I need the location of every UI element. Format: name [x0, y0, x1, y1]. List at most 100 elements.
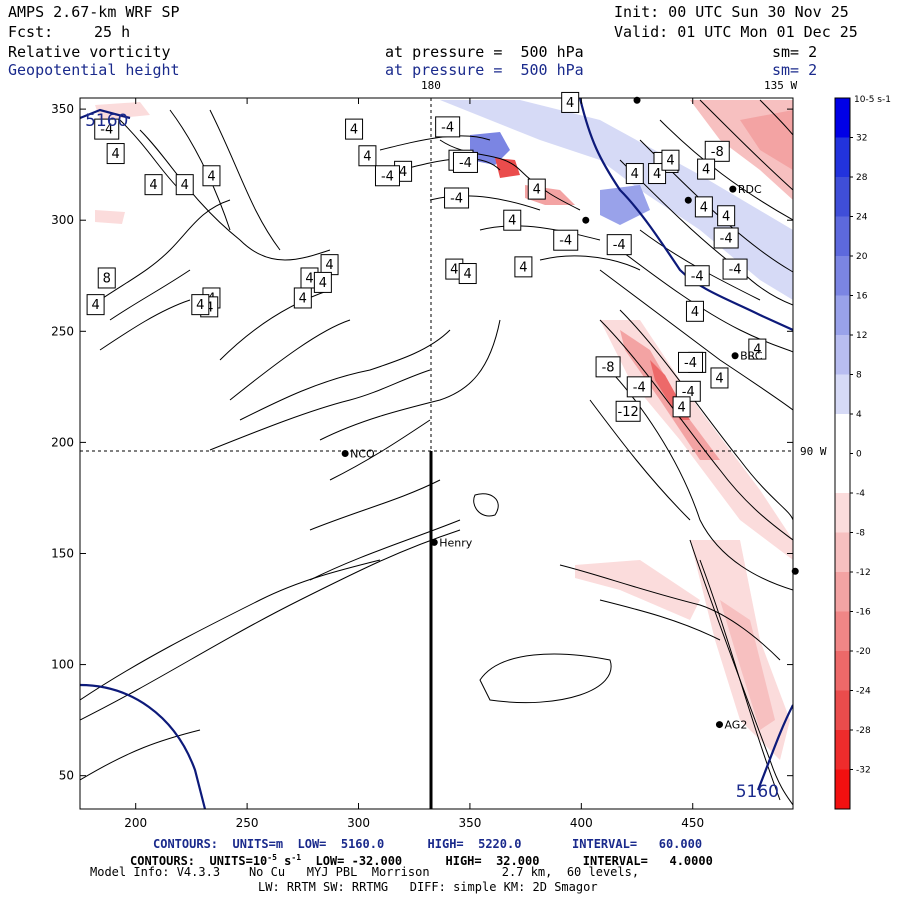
y-tick-label: 200	[51, 435, 74, 449]
colorbar-tick-label: -28	[856, 726, 871, 736]
colorbar-swatch	[835, 651, 850, 691]
contour-label-box	[561, 91, 580, 113]
station-name: RDC	[738, 183, 762, 196]
contour-label-box	[191, 294, 210, 316]
colorbar-swatch	[835, 374, 850, 415]
contour-label-text: -12	[618, 405, 639, 420]
field2-smoothing: sm= 2	[772, 61, 818, 79]
contour-label: 4	[694, 196, 713, 218]
contour-label: -4	[678, 351, 704, 373]
colorbar-tick-label: -8	[856, 529, 865, 539]
contour-label: 4	[661, 149, 680, 171]
contour-label-text: 4	[399, 165, 407, 180]
colorbar-swatch	[835, 177, 850, 217]
colorbar-swatch	[835, 256, 850, 296]
colorbar-tick-label: -16	[856, 608, 871, 618]
contour-label-box	[694, 196, 713, 218]
height-label: 5160	[85, 111, 128, 131]
contour-label: 4	[625, 163, 644, 185]
contour-label: 4	[86, 294, 105, 316]
negative-vorticity-ne-core	[740, 110, 793, 170]
contour-label-text: -4	[450, 191, 463, 206]
colorbar-tick-label: 32	[856, 134, 867, 144]
contour-label: 4	[672, 396, 691, 418]
station-name: Henry	[439, 536, 473, 549]
station-name: NCO	[350, 448, 375, 461]
x-tick-label: 400	[570, 816, 593, 830]
contour-label-box	[685, 300, 704, 322]
contour-label-box	[595, 356, 621, 378]
negative-vorticity-strip	[575, 560, 700, 620]
colorbar-tick-label: 0	[856, 450, 862, 460]
colorbar-tick-label: 28	[856, 173, 868, 183]
contour-label-text: -8	[602, 360, 615, 375]
contour-label-text: 4	[305, 271, 313, 286]
footer-contours-vorticity-b: s	[276, 854, 292, 868]
contour-label-text: -8	[711, 145, 724, 160]
y-tick-label: 150	[51, 546, 74, 560]
contour-label-text: 4	[319, 276, 327, 291]
positive-vorticity-core	[470, 132, 510, 165]
contour-label: 4	[697, 158, 716, 180]
contour-label-text: 4	[715, 371, 723, 386]
colorbar-swatch	[835, 216, 850, 257]
footer-exp-2: -1	[291, 853, 302, 862]
footer-contours-vorticity: CONTOURS: UNITS=10-5 s-1 LOW= -32.000 HI…	[130, 851, 713, 868]
y-tick-label: 350	[51, 102, 74, 116]
colorbar: 32 28 24 20 16 12 8 4 0 -4 -8 -12 -16 -20 -24 -28 -32 10-…	[834, 95, 891, 810]
init-time: Init: 00 UTC Sun 30 Nov 25	[614, 3, 849, 21]
station-marker	[633, 96, 641, 104]
colorbar-swatch	[835, 572, 850, 612]
colorbar-swatch	[835, 98, 850, 138]
contour-label-box	[748, 338, 767, 360]
contour-label-box	[358, 145, 377, 167]
contour-label-box	[345, 118, 364, 140]
y-tick-label: 300	[51, 213, 74, 227]
height-contour-5160-se	[756, 704, 793, 791]
contour-label-box	[615, 400, 641, 422]
field1-level: at pressure = 500 hPa	[385, 43, 584, 61]
colorbar-tick-label: -32	[856, 766, 871, 776]
contour-label: -8	[595, 356, 621, 378]
contour-label: -4	[606, 234, 632, 256]
field2-level: at pressure = 500 hPa	[385, 61, 584, 79]
fcst-value: 25 h	[94, 23, 131, 41]
contour-label-box	[678, 351, 704, 373]
footer-contours-vorticity-a: CONTOURS: UNITS=10	[130, 854, 268, 868]
footer-model-info-2: LW: RRTM SW: RRTMG DIFF: simple KM: 2D S…	[258, 880, 598, 894]
footer-model-info: Model Info: V4.3.3 No Cu MYJ PBL Morriso…	[90, 865, 640, 879]
colorbar-swatch	[835, 493, 850, 533]
contour-label: -4	[626, 376, 652, 398]
contour-label-text: 4	[566, 96, 574, 111]
contour-label-text: 4	[677, 400, 685, 415]
contour-label: 4	[175, 174, 194, 196]
contour-label: -12	[615, 400, 641, 422]
contour-label-text: 4	[207, 169, 215, 184]
contour-label-box	[106, 143, 125, 165]
stations: RDC BRC NCO Henry AG2	[341, 96, 799, 732]
contour-label-text: -4	[691, 269, 704, 284]
plot-frame	[79, 97, 794, 810]
contour-label: -4	[684, 265, 710, 287]
contour-label-text: -4	[729, 263, 742, 278]
contour-label: 4	[144, 174, 163, 196]
contour-label-text: 4	[181, 178, 189, 193]
colorbar-swatch	[835, 453, 850, 494]
contour-label: 4	[106, 143, 125, 165]
contour-label-text: 4	[91, 298, 99, 313]
x-tick-label: 300	[347, 816, 370, 830]
colorbar-swatch	[835, 414, 850, 454]
contour-label: 4	[320, 254, 339, 276]
negative-vorticity-spot	[495, 158, 520, 178]
contour-label: -4	[713, 227, 739, 249]
contour-label-box	[527, 178, 546, 200]
contour-label-box	[684, 265, 710, 287]
contour-label-text: 4	[666, 154, 674, 169]
lat-lon-guides	[80, 98, 793, 452]
colorbar-tick-label: 4	[856, 410, 862, 420]
contour-label-text: -4	[100, 123, 113, 138]
contour-label-box	[144, 174, 163, 196]
station-name: BRC	[740, 350, 763, 363]
y-tick-label: 50	[59, 769, 74, 783]
contour-label-box	[458, 263, 477, 285]
